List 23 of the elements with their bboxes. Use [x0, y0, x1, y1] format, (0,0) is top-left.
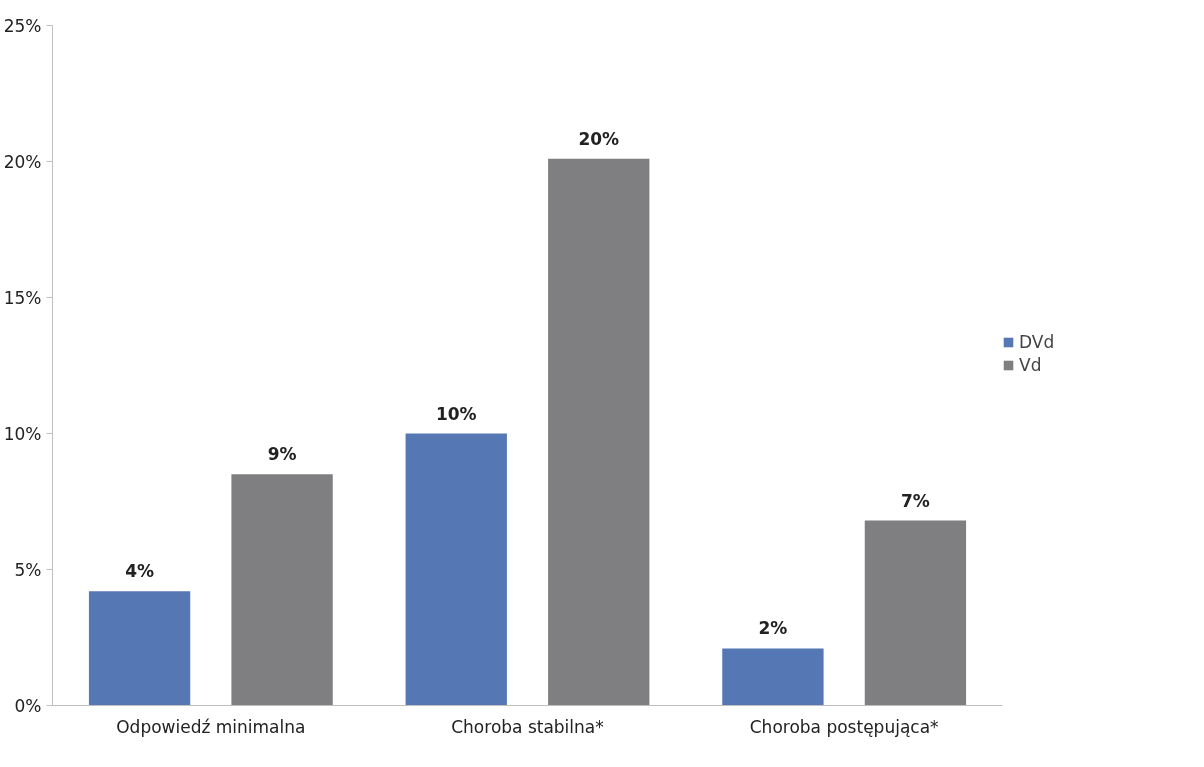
data-label: 7% [900, 490, 930, 511]
bar [864, 520, 967, 706]
bar [88, 591, 191, 706]
data-label: 4% [125, 561, 155, 582]
y-tick-label: 25% [3, 15, 42, 36]
bar [548, 158, 650, 706]
y-tick-label: 5% [14, 559, 42, 580]
data-label: 10% [435, 403, 477, 424]
y-tick-label: 15% [3, 287, 42, 308]
data-label: 9% [267, 444, 297, 465]
y-tick-label: 20% [3, 151, 42, 172]
legend-label: DVd [1019, 332, 1055, 352]
x-tick-label: Choroba postępująca* [749, 716, 939, 737]
bar [722, 648, 824, 706]
x-tick-label: Choroba stabilna* [451, 716, 604, 737]
bar [231, 474, 333, 706]
data-label: 20% [578, 128, 620, 149]
x-tick-label: Odpowiedź minimalna [116, 716, 306, 737]
legend-label: Vd [1019, 355, 1042, 375]
y-tick-label: 10% [3, 423, 42, 444]
bar [405, 433, 507, 706]
y-tick-label: 0% [14, 695, 42, 716]
data-label: 2% [758, 618, 788, 639]
